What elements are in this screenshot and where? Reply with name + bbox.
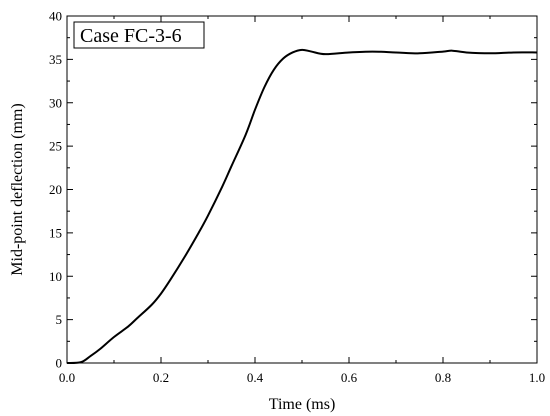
y-tick-label: 5: [56, 312, 63, 327]
y-tick-label: 20: [49, 182, 62, 197]
x-tick-label: 0.2: [153, 370, 169, 385]
y-tick-label: 0: [56, 356, 63, 371]
y-tick-label: 25: [49, 139, 62, 154]
series-layer: [66, 48, 538, 364]
y-tick-label: 30: [49, 95, 62, 110]
case-label-frame: [73, 21, 205, 49]
y-axis-label: Mid-point deflection (mm): [9, 103, 26, 275]
y-tick-label: 40: [49, 9, 62, 24]
x-tick-label: 0.8: [435, 370, 451, 385]
case-label: Case FC-3-6: [80, 25, 182, 47]
deflection-series-line: [66, 48, 538, 364]
x-axis-label: Time (ms): [269, 396, 336, 413]
x-tick-label: 0.6: [341, 370, 358, 385]
case-label-box: Case FC-3-6: [73, 21, 205, 49]
x-tick-label: 0.0: [59, 370, 75, 385]
axis-ticks: 0.0 0.2 0.4 0.6 0.8 1.0 0 5 10 15 20 25 30 35 40: [49, 9, 545, 386]
plot-frame: [66, 15, 538, 364]
y-tick-label: 15: [49, 225, 62, 240]
x-tick-label: 0.4: [247, 370, 264, 385]
y-tick-label: 35: [49, 52, 62, 67]
y-tick-label: 10: [49, 269, 62, 284]
x-tick-label: 1.0: [529, 370, 545, 385]
